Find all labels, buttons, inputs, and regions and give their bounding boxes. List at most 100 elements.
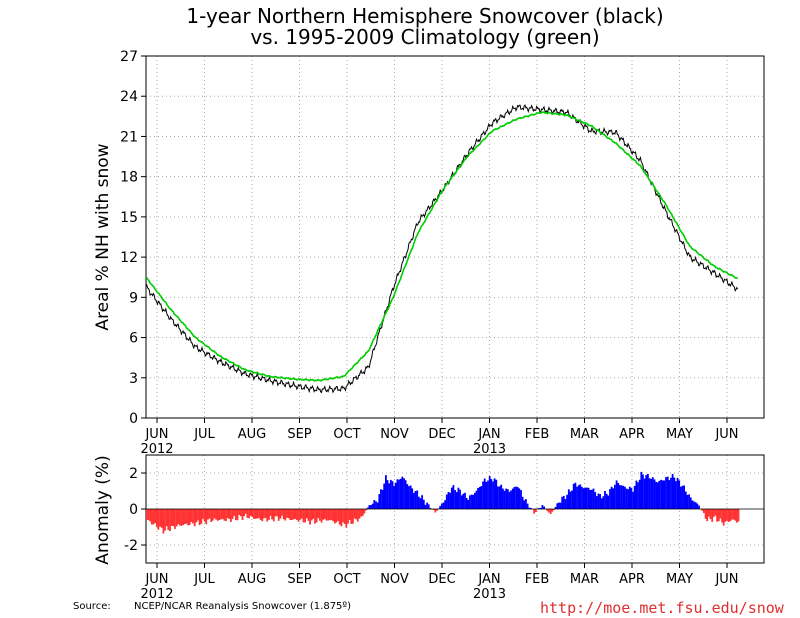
anomaly-bar bbox=[183, 509, 186, 524]
anomaly-bar bbox=[439, 505, 442, 509]
anomaly-bar bbox=[264, 509, 267, 518]
anomaly-bar bbox=[276, 509, 278, 517]
anomaly-bar bbox=[640, 471, 643, 509]
anomaly-ylabel: Anomaly (%) bbox=[93, 455, 113, 564]
anomaly-bar bbox=[548, 509, 550, 513]
anomaly-bar bbox=[180, 509, 183, 526]
anomaly-bar bbox=[503, 490, 506, 509]
main-month-label: JUN bbox=[714, 427, 738, 442]
anomaly-bar bbox=[493, 478, 496, 509]
anomaly-bar bbox=[309, 509, 311, 525]
anomaly-bar bbox=[246, 509, 249, 518]
anomaly-bar bbox=[147, 509, 150, 521]
anomaly-bar bbox=[330, 509, 333, 521]
source-url-link[interactable]: http://moe.met.fsu.edu/snow bbox=[540, 599, 784, 617]
main-month-label: SEP bbox=[287, 427, 311, 442]
anomaly-month-label: SEP bbox=[287, 572, 311, 587]
anomaly-month-label: APR bbox=[619, 572, 645, 587]
anomaly-bar bbox=[736, 509, 738, 523]
anomaly-bar bbox=[485, 481, 488, 509]
anomaly-bar bbox=[305, 509, 308, 519]
anomaly-bar bbox=[284, 509, 287, 521]
anomaly-bar bbox=[416, 490, 419, 509]
anomaly-bar bbox=[628, 486, 631, 509]
main-month-label: FEB bbox=[525, 427, 550, 442]
chart-title-line2: vs. 1995-2009 Climatology (green) bbox=[250, 25, 600, 49]
anomaly-bar bbox=[319, 509, 321, 521]
anomaly-bar bbox=[243, 509, 245, 517]
anomaly-bar bbox=[215, 509, 217, 520]
anomaly-bar bbox=[429, 508, 432, 509]
main-ylabel: Areal % NH with snow bbox=[93, 143, 113, 330]
anomaly-bar bbox=[663, 480, 666, 509]
anomaly-bar bbox=[487, 480, 489, 509]
anomaly-bar bbox=[549, 509, 552, 514]
anomaly-bar bbox=[233, 509, 236, 516]
anomaly-bar bbox=[381, 489, 384, 509]
anomaly-bar bbox=[701, 509, 704, 511]
anomaly-plot: -2 0 2 JUN JUL AUG SEP OCT NOV DEC JAN FEB MAR APR MAY… bbox=[93, 454, 765, 602]
main-ytick-label: 21 bbox=[120, 129, 138, 145]
anomaly-bar bbox=[612, 488, 615, 509]
anomaly-bar bbox=[179, 509, 181, 526]
anomaly-bar bbox=[266, 509, 269, 522]
anomaly-bar bbox=[365, 509, 367, 511]
anomaly-bar bbox=[462, 493, 465, 509]
anomaly-bar bbox=[159, 509, 161, 527]
anomaly-bar bbox=[678, 480, 681, 509]
anomaly-bar bbox=[518, 488, 521, 509]
anomaly-bar bbox=[551, 509, 554, 512]
anomaly-bar bbox=[696, 503, 699, 509]
anomaly-bar bbox=[647, 473, 649, 509]
anomaly-bar bbox=[202, 509, 204, 519]
main-month-label: NOV bbox=[380, 427, 409, 442]
anomaly-bar bbox=[525, 499, 527, 509]
anomaly-bar bbox=[193, 509, 196, 527]
anomaly-bar bbox=[274, 509, 277, 517]
anomaly-bar bbox=[450, 487, 453, 509]
anomaly-bar bbox=[666, 476, 669, 509]
anomaly-bar bbox=[605, 493, 608, 509]
anomaly-bar bbox=[152, 509, 155, 525]
main-plot: 0 3 6 9 12 15 18 21 24 27 JUN JUL AUG SEP OCT NOV DEC JAN… bbox=[93, 49, 765, 457]
anomaly-bar bbox=[576, 486, 578, 509]
anomaly-bar bbox=[538, 508, 540, 509]
anomaly-bar bbox=[436, 509, 438, 511]
anomaly-bar bbox=[648, 478, 651, 509]
anomaly-bar bbox=[727, 509, 730, 522]
anomaly-bar bbox=[492, 481, 494, 509]
anomaly-bar bbox=[287, 509, 290, 519]
anomaly-bar bbox=[404, 480, 407, 509]
anomaly-bar bbox=[495, 479, 498, 509]
anomaly-bar bbox=[175, 509, 178, 527]
anomaly-bar bbox=[391, 481, 394, 509]
anomaly-bar bbox=[488, 476, 491, 509]
anomaly-bar bbox=[483, 478, 486, 509]
anomaly-bar bbox=[213, 509, 216, 519]
anomaly-bar bbox=[185, 509, 188, 524]
anomaly-bar bbox=[546, 509, 549, 512]
anomaly-year-label: 2012 bbox=[140, 587, 173, 602]
anomaly-bar bbox=[564, 499, 567, 509]
anomaly-bar bbox=[497, 486, 499, 509]
anomaly-bar bbox=[688, 494, 690, 509]
anomaly-bar bbox=[386, 480, 389, 509]
anomaly-bar bbox=[419, 498, 422, 509]
anomaly-bar bbox=[675, 481, 677, 509]
anomaly-bar bbox=[708, 509, 710, 517]
anomaly-bar bbox=[154, 509, 156, 523]
anomaly-bar bbox=[253, 509, 255, 519]
anomaly-bar bbox=[177, 509, 180, 525]
anomaly-bar bbox=[724, 509, 727, 522]
anomaly-bar bbox=[241, 509, 244, 520]
anomaly-bar bbox=[356, 509, 359, 522]
anomaly-bar bbox=[719, 509, 722, 519]
anomaly-bar bbox=[223, 509, 226, 521]
main-month-label: OCT bbox=[333, 427, 360, 442]
anomaly-bar bbox=[722, 509, 725, 526]
anomaly-bar bbox=[238, 509, 241, 515]
main-month-label: MAR bbox=[570, 427, 599, 442]
anomaly-bar bbox=[459, 489, 461, 509]
anomaly-ytick-label: -2 bbox=[124, 538, 138, 554]
anomaly-bar bbox=[691, 500, 694, 509]
